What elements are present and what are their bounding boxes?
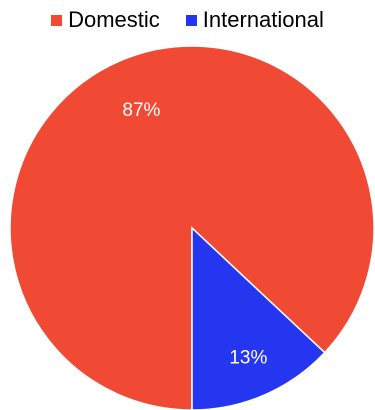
legend-label-international: International bbox=[202, 7, 324, 32]
legend-item-domestic: Domestic bbox=[51, 9, 160, 31]
data-label-international: 13% bbox=[229, 347, 267, 368]
chart-legend: Domestic International bbox=[0, 6, 375, 34]
legend-swatch-domestic bbox=[51, 14, 63, 26]
data-label-domestic: 87% bbox=[122, 100, 160, 121]
legend-swatch-international bbox=[185, 14, 197, 26]
legend-item-international: International bbox=[185, 7, 324, 32]
legend-label-domestic: Domestic bbox=[68, 7, 160, 32]
